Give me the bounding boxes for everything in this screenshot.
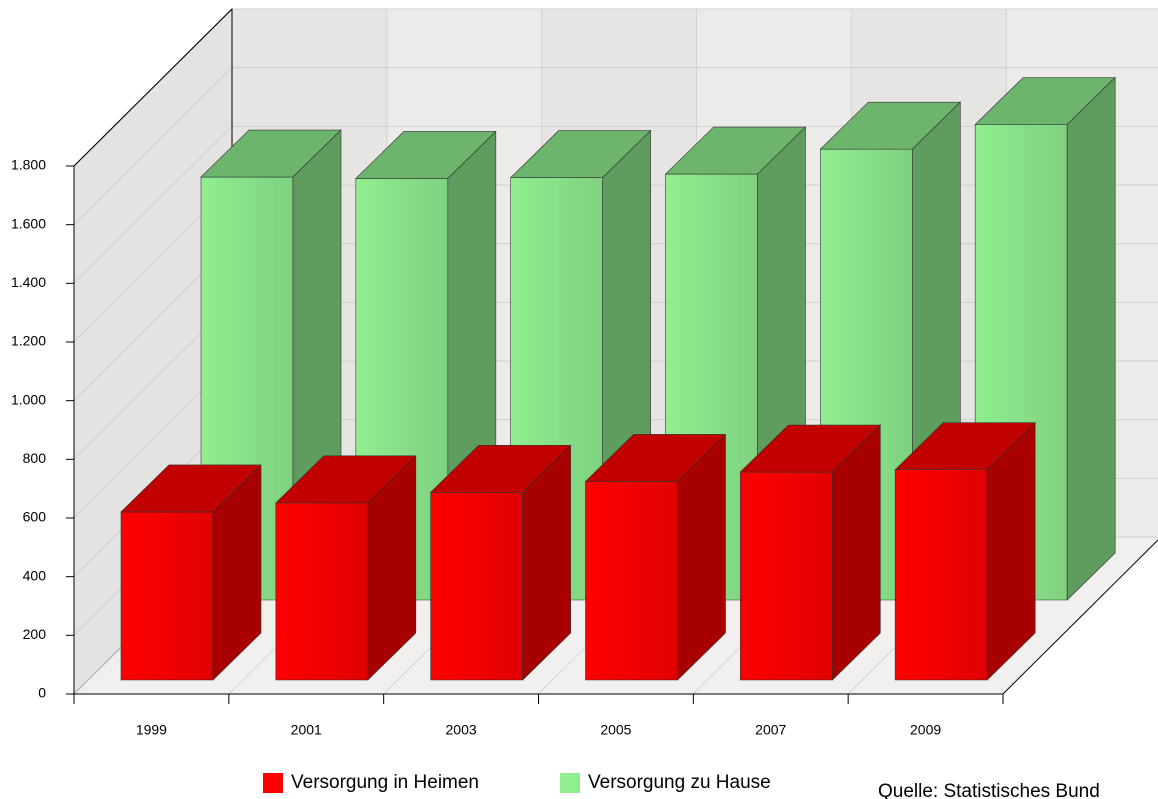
bar-side bbox=[212, 464, 262, 681]
bar-side bbox=[986, 421, 1036, 681]
legend-label: Versorgung zu Hause bbox=[588, 772, 771, 793]
bar bbox=[275, 455, 417, 681]
y-tick-label: 200 bbox=[23, 626, 47, 642]
source-note: Quelle: Statistisches Bund bbox=[878, 781, 1100, 799]
x-tick-label: 2005 bbox=[600, 722, 631, 738]
y-tick-label: 1.600 bbox=[11, 215, 46, 231]
bar-side bbox=[522, 444, 571, 681]
bar-front bbox=[120, 511, 214, 681]
bar bbox=[739, 424, 882, 681]
bar bbox=[120, 464, 262, 681]
bar-side bbox=[832, 424, 881, 681]
x-tick-label: 2009 bbox=[910, 722, 941, 738]
bar-front bbox=[275, 502, 369, 681]
bar-side bbox=[1066, 76, 1116, 601]
legend-label: Versorgung in Heimen bbox=[291, 772, 479, 793]
bar bbox=[894, 421, 1036, 681]
legend-swatch bbox=[263, 773, 283, 793]
y-tick-label: 1.800 bbox=[11, 157, 46, 173]
bar bbox=[584, 433, 727, 681]
x-tick-label: 1999 bbox=[136, 722, 167, 738]
bar-front bbox=[740, 471, 833, 681]
y-tick-label: 400 bbox=[23, 567, 47, 583]
y-tick-label: 600 bbox=[23, 509, 47, 525]
bar-front bbox=[894, 469, 988, 681]
x-tick-label: 2003 bbox=[446, 722, 477, 738]
bar-side bbox=[367, 455, 417, 681]
y-tick-label: 1.200 bbox=[11, 333, 46, 349]
bar-front bbox=[585, 481, 678, 681]
bar bbox=[429, 444, 572, 681]
wall-top bbox=[73, 8, 233, 167]
x-tick-label: 2007 bbox=[755, 722, 786, 738]
y-tick-label: 1.400 bbox=[11, 274, 46, 290]
y-tick-label: 1.000 bbox=[11, 391, 46, 407]
y-tick-label: 0 bbox=[38, 685, 46, 701]
bar-front bbox=[430, 491, 523, 681]
x-tick-label: 2001 bbox=[291, 722, 322, 738]
bar-side bbox=[677, 433, 726, 681]
y-tick-label: 800 bbox=[23, 450, 47, 466]
legend-swatch bbox=[560, 773, 580, 793]
